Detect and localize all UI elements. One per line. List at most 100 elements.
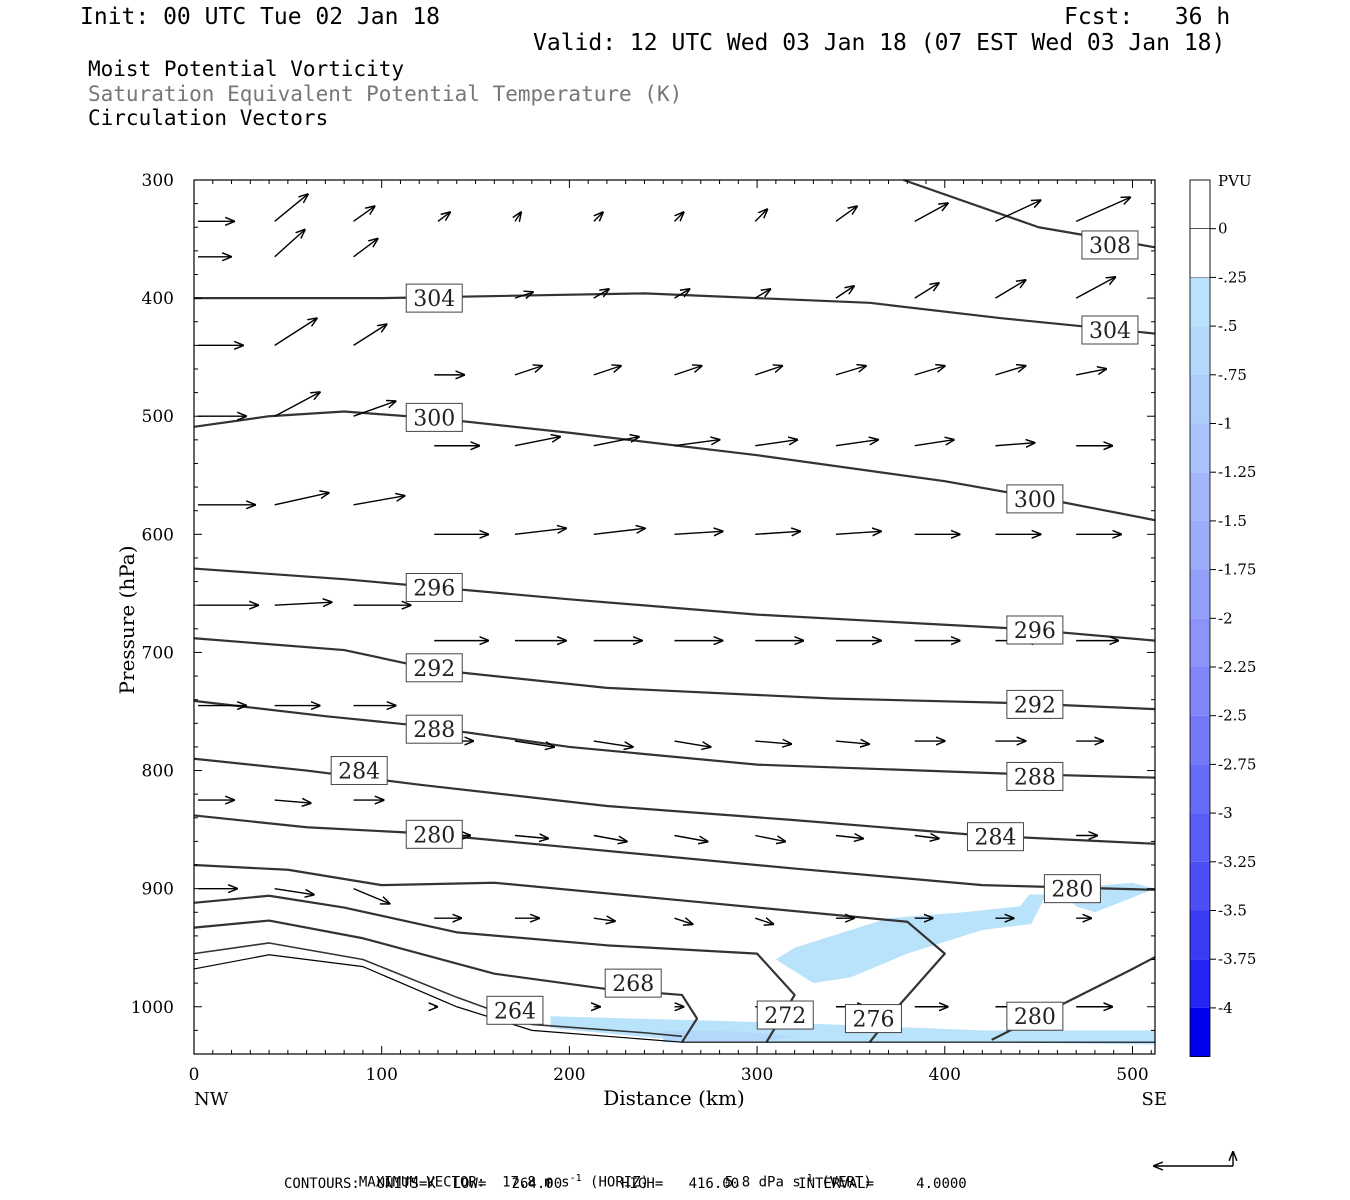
- circulation-vector: [274, 602, 332, 605]
- contour-label-268: 268: [604, 968, 662, 998]
- contour-label-box: [604, 968, 662, 998]
- contour-label-280: 280: [1043, 874, 1101, 904]
- contour-label-box: [486, 995, 544, 1025]
- circulation-vector: [835, 531, 881, 534]
- circulation-vector: [353, 888, 390, 904]
- circulation-vector: [755, 440, 797, 447]
- circulation-vector: [995, 280, 1025, 299]
- contour-label-box: [844, 1004, 902, 1034]
- y-axis-title: Pressure (hPa): [115, 546, 139, 695]
- contour-label-text: 300: [413, 406, 455, 431]
- circulation-vector: [674, 289, 690, 299]
- pv-region: [775, 894, 1047, 984]
- contour-label-box: [1081, 315, 1139, 345]
- contour-label-text: 284: [974, 826, 1016, 851]
- circulation-vector: [274, 194, 308, 222]
- theta-es-contour-280: [193, 814, 1156, 891]
- colorbar-swatch: [1190, 1007, 1210, 1057]
- circulation-vector: [754, 918, 773, 924]
- title-mpv: Moist Potential Vorticity: [88, 57, 405, 81]
- colorbar-swatch: [1190, 813, 1210, 862]
- pv-region: [663, 1030, 795, 1043]
- contour-label-280: 280: [1006, 1001, 1064, 1031]
- x-tick-label: 300: [741, 1065, 773, 1085]
- colorbar-swatch: [1190, 569, 1210, 619]
- contour-label-272: 272: [756, 1000, 814, 1030]
- contour-label-box: [405, 819, 463, 849]
- circulation-vector: [835, 440, 878, 447]
- contour-label-box: [405, 402, 463, 432]
- contour-label-304: 304: [1081, 315, 1139, 345]
- contour-label-292: 292: [405, 653, 463, 683]
- contour-label-text: 276: [852, 1008, 894, 1033]
- x-tick-label: 0: [189, 1065, 200, 1085]
- contour-label-box: [1006, 689, 1064, 719]
- circulation-vector: [514, 528, 566, 536]
- circulation-vector: [514, 437, 560, 447]
- y-tick-label: 300: [142, 171, 174, 191]
- colorbar-swatch: [1190, 374, 1210, 424]
- contour-label-box: [405, 653, 463, 683]
- circulation-vector: [514, 366, 542, 376]
- x-tick-label: 200: [553, 1065, 585, 1085]
- colorbar-label: -2.75: [1218, 755, 1256, 773]
- circulation-vector: [674, 834, 708, 842]
- contour-label-text: 296: [413, 576, 455, 601]
- y-tick-label: 400: [142, 289, 174, 309]
- circulation-vector: [754, 366, 782, 376]
- circulation-vector: [835, 741, 869, 744]
- colorbar-unit: PVU: [1218, 172, 1252, 190]
- circulation-vector: [514, 740, 554, 747]
- circulation-vector: [1075, 277, 1115, 299]
- circulation-vector: [515, 212, 521, 221]
- contour-label-264: 264: [486, 995, 544, 1025]
- contour-label-box: [405, 714, 463, 744]
- y-tick-label: 800: [142, 762, 174, 782]
- colorbar-swatch: [1190, 715, 1210, 765]
- circulation-vector: [593, 834, 627, 842]
- circulation-vector: [514, 836, 548, 839]
- contour-label-box: [1006, 761, 1064, 791]
- contour-label-box: [405, 572, 463, 602]
- circulation-vector: [755, 834, 785, 842]
- contour-label-296: 296: [1006, 615, 1064, 645]
- forecast-hour: Fcst: 36 h: [1064, 4, 1231, 30]
- contour-label-text: 300: [1014, 488, 1056, 513]
- circulation-vector: [674, 366, 702, 376]
- colorbar-label: -3.75: [1218, 950, 1256, 968]
- x-end-right: SE: [1142, 1089, 1167, 1110]
- circulation-vector: [754, 209, 767, 222]
- contour-label-288: 288: [1006, 761, 1064, 791]
- axis-ticks: 300 400 500 600 700 800 900 1000 0 100 200 300 400 50…: [131, 171, 1155, 1085]
- theta-es-contour-264: [193, 942, 683, 1038]
- circulation-vector: [914, 836, 939, 839]
- contour-label-text: 280: [1051, 878, 1093, 903]
- contour-label-box: [1006, 615, 1064, 645]
- title-vectors: Circulation Vectors: [88, 106, 329, 130]
- contour-label-box: [756, 1000, 814, 1030]
- contour-label-text: 296: [1014, 619, 1056, 644]
- circulation-vector: [835, 206, 857, 222]
- colorbar-label: -.25: [1218, 268, 1247, 286]
- circulation-vector: [274, 392, 320, 417]
- circulation-vector: [674, 212, 684, 222]
- colorbar-label: -1: [1218, 415, 1233, 433]
- contour-info: CONTOURS: UNITS=K LOW= 264.00 HIGH= 416.…: [284, 1176, 967, 1192]
- contour-label-text: 268: [612, 972, 654, 997]
- contour-label-text: 308: [1089, 234, 1131, 259]
- y-tick-label: 500: [142, 407, 174, 427]
- contour-label-box: [1043, 874, 1101, 904]
- contour-label-layer: 308 304 304 300 300 296 296 292 292 288 288 284 284 2…: [330, 230, 1139, 1034]
- circulation-vector: [514, 292, 533, 298]
- circulation-vector: [914, 440, 954, 447]
- init-time: Init: 00 UTC Tue 02 Jan 18: [80, 4, 441, 30]
- colorbar-label: 0: [1218, 220, 1228, 238]
- circulation-vector: [593, 212, 603, 222]
- circulation-vector: [674, 531, 723, 534]
- contour-label-text: 288: [413, 718, 455, 743]
- contour-label-304: 304: [405, 283, 463, 313]
- contour-label-text: 272: [764, 1004, 806, 1029]
- colorbar-swatch: [1190, 326, 1210, 375]
- plot-frame: [193, 179, 1156, 1055]
